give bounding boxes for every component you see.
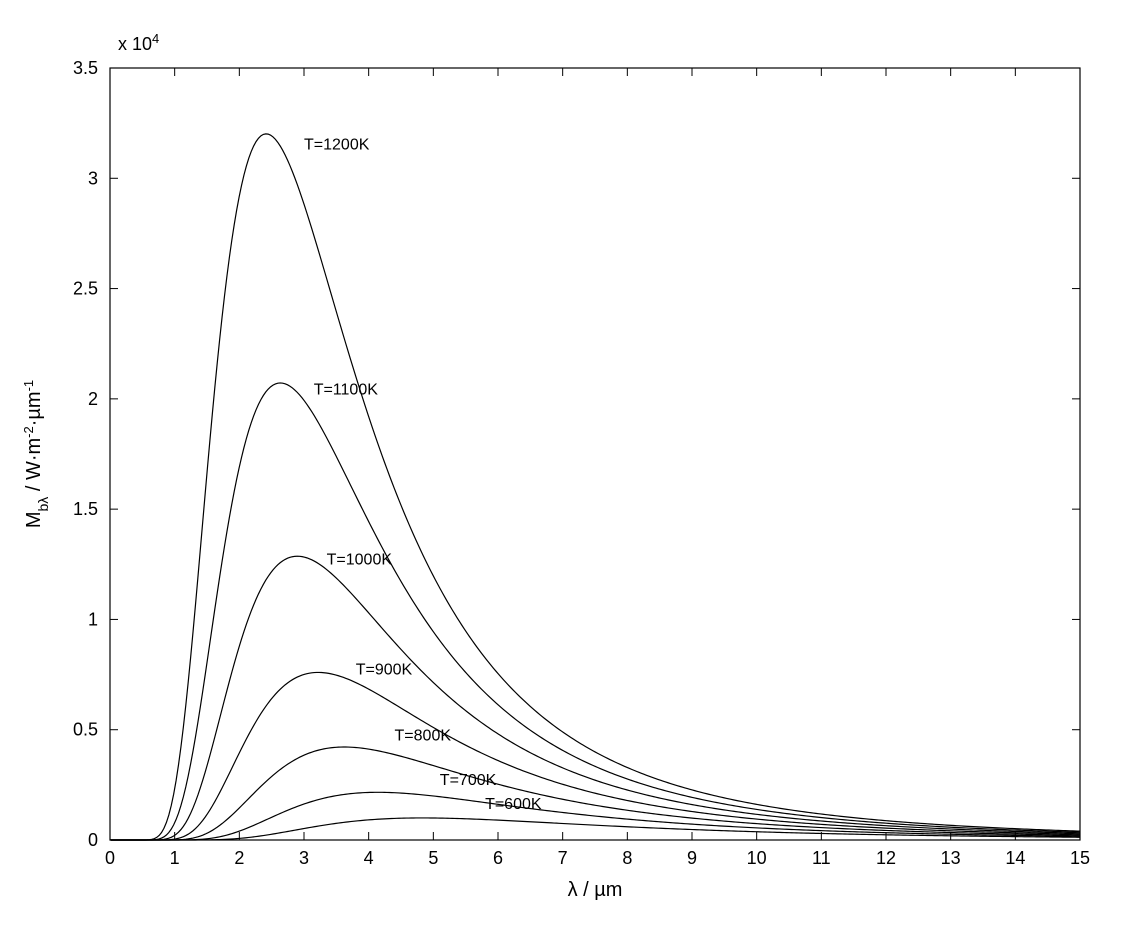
y-tick-label: 0.5 [73, 720, 98, 740]
series-label: T=1200K [304, 137, 370, 154]
x-tick-label: 3 [299, 848, 309, 868]
y-tick-label: 2 [88, 389, 98, 409]
x-tick-label: 7 [558, 848, 568, 868]
series-label: T=600K [485, 796, 542, 813]
x-tick-label: 14 [1005, 848, 1025, 868]
series-label: T=1000K [327, 551, 393, 568]
y-tick-label: 0 [88, 830, 98, 850]
y-tick-label: 2.5 [73, 279, 98, 299]
x-tick-label: 0 [105, 848, 115, 868]
y-tick-label: 3 [88, 168, 98, 188]
series-label: T=800K [395, 728, 452, 745]
x-tick-label: 2 [234, 848, 244, 868]
x-axis-label: λ / µm [568, 879, 623, 901]
series-label: T=1100K [314, 381, 379, 398]
x-tick-label: 11 [812, 848, 831, 868]
chart-svg: 012345678910111213141500.511.522.533.5x … [0, 0, 1127, 927]
planck-spectral-chart: 012345678910111213141500.511.522.533.5x … [0, 0, 1127, 927]
x-tick-label: 9 [687, 848, 697, 868]
y-tick-label: 3.5 [73, 58, 98, 78]
x-tick-label: 5 [428, 848, 438, 868]
series-label: T=900K [356, 662, 413, 679]
y-tick-label: 1 [88, 609, 98, 629]
x-tick-label: 13 [941, 848, 961, 868]
y-tick-label: 1.5 [73, 499, 98, 519]
x-tick-label: 12 [876, 848, 896, 868]
x-tick-label: 6 [493, 848, 503, 868]
x-tick-label: 1 [170, 848, 180, 868]
x-tick-label: 10 [747, 848, 767, 868]
x-tick-label: 4 [364, 848, 374, 868]
series-label: T=700K [440, 772, 497, 789]
x-tick-label: 15 [1070, 848, 1090, 868]
x-tick-label: 8 [622, 848, 632, 868]
